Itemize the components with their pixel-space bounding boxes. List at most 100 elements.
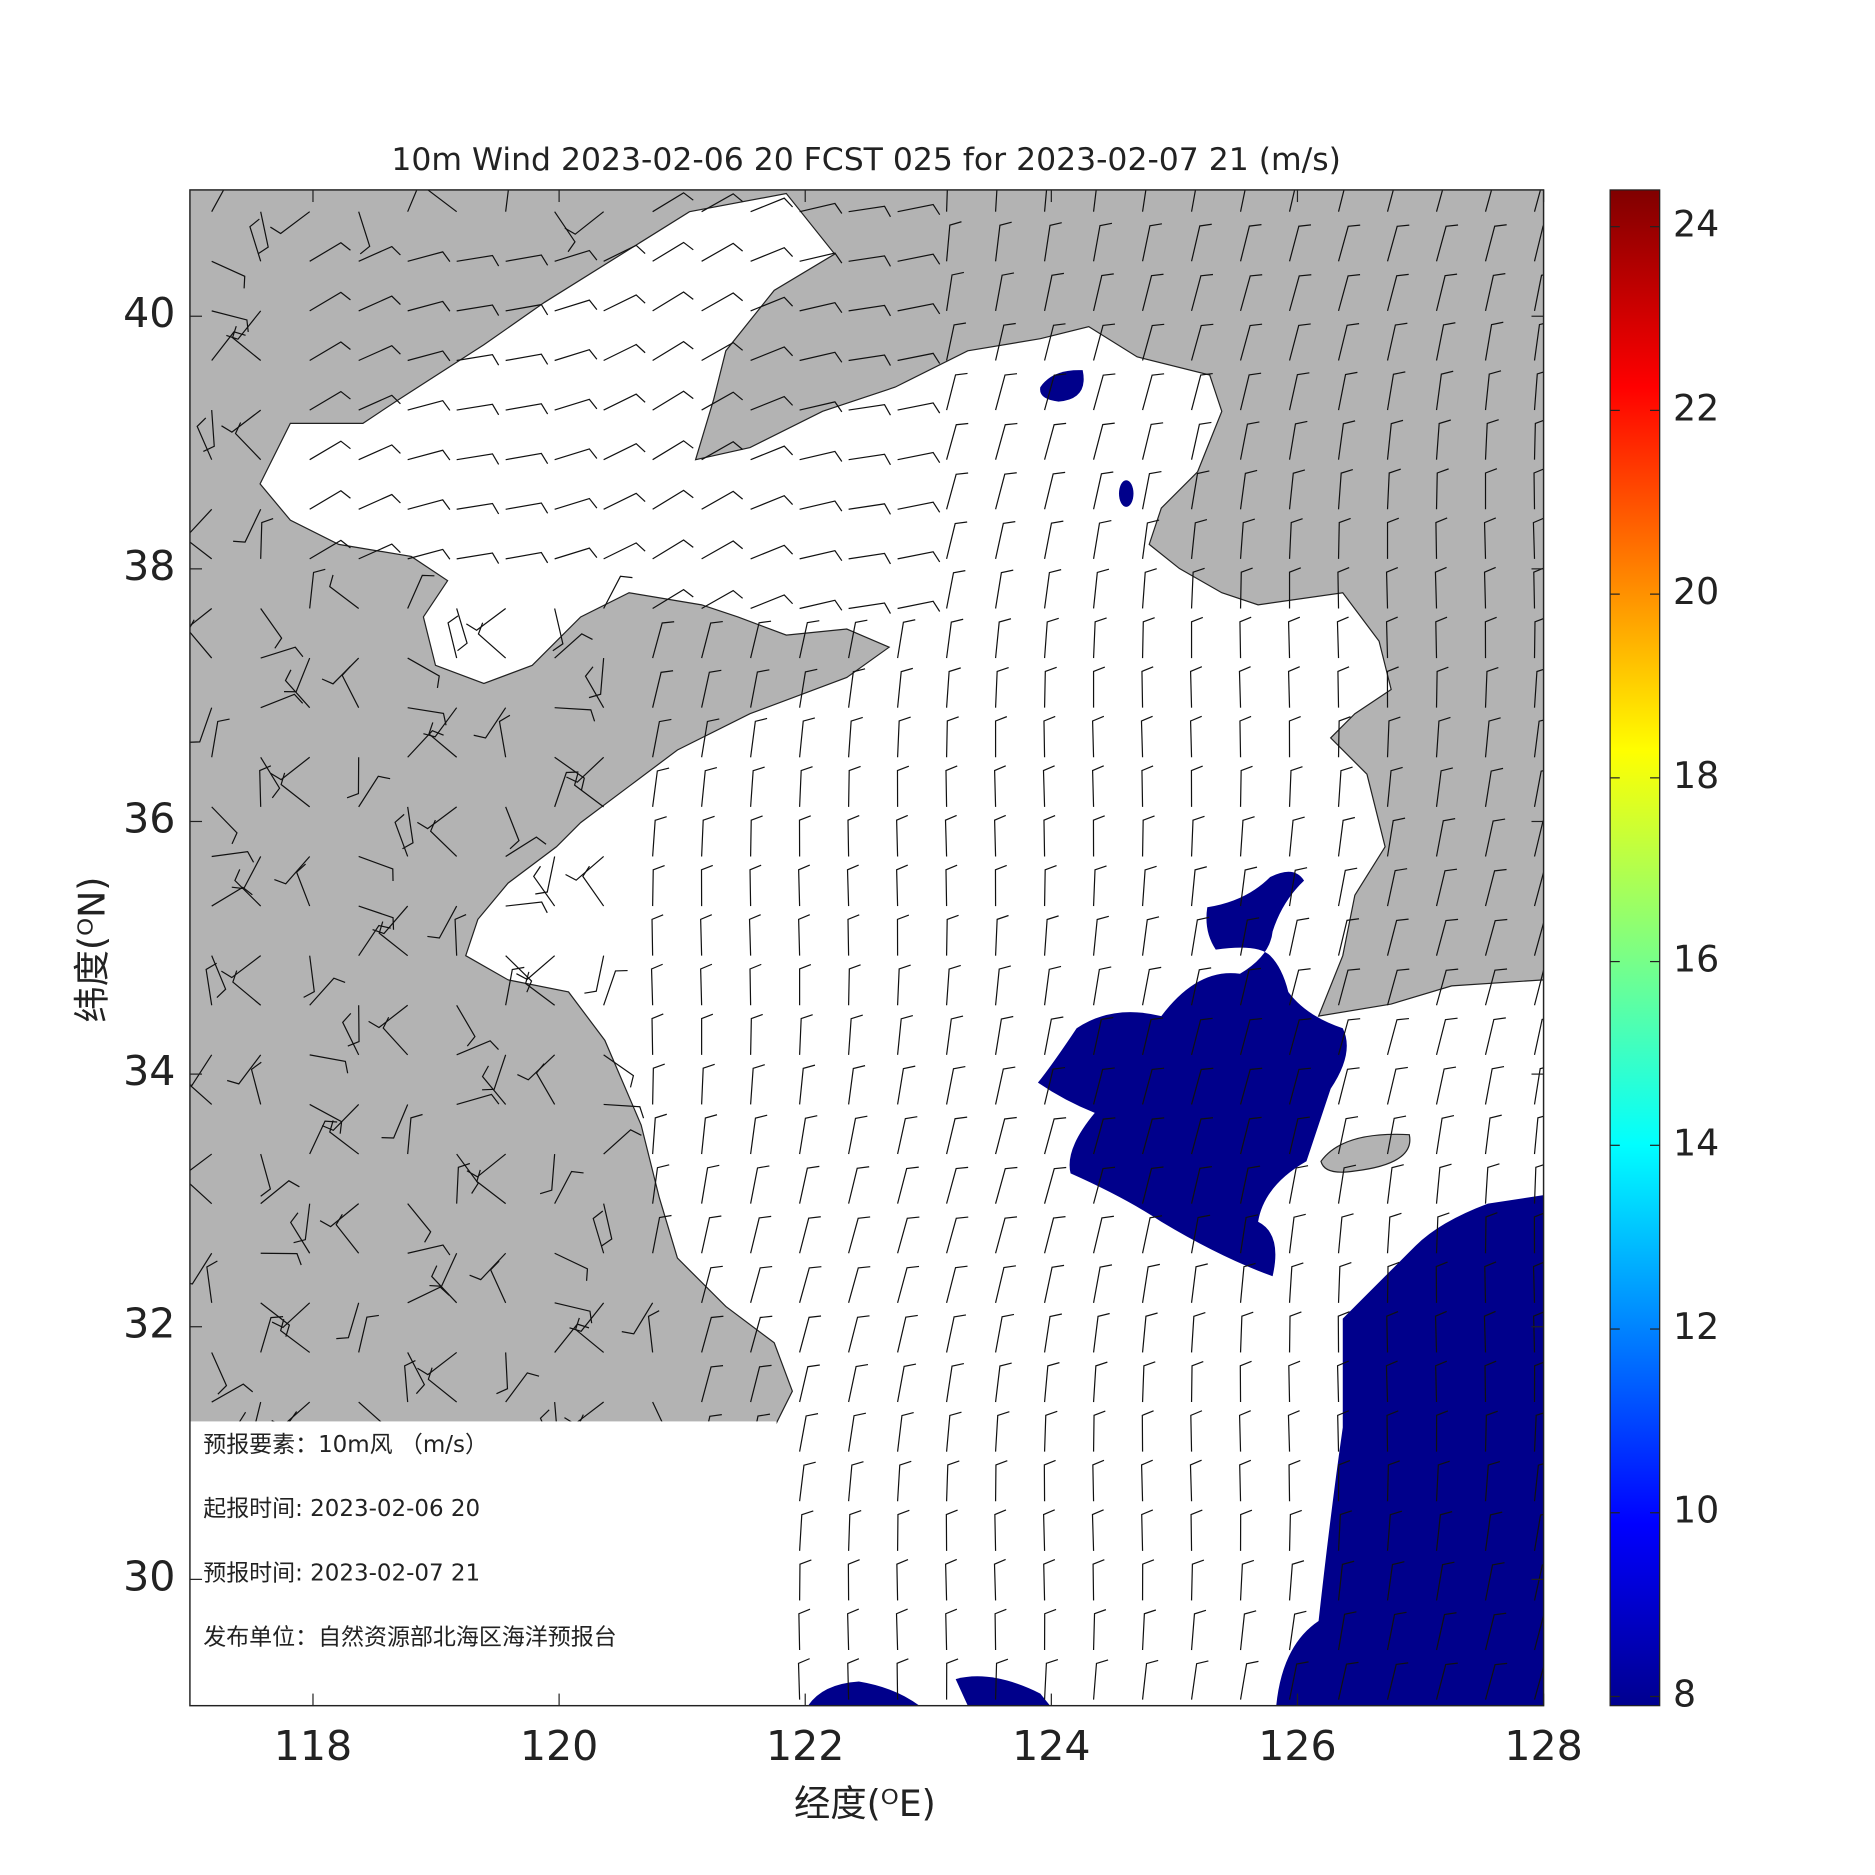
wind-barb bbox=[358, 775, 391, 808]
wind-barb bbox=[896, 716, 911, 758]
wind-barb bbox=[417, 1351, 458, 1376]
wind-barb bbox=[1435, 322, 1456, 361]
wind-barb bbox=[270, 756, 311, 781]
wind-barb bbox=[897, 501, 941, 513]
wind-barb bbox=[993, 1558, 1006, 1601]
wind-barb bbox=[1434, 1310, 1447, 1353]
wind-barb bbox=[750, 495, 794, 510]
wind-barb bbox=[1337, 1213, 1354, 1254]
wind-barb bbox=[1337, 371, 1358, 411]
wind-barb bbox=[897, 303, 941, 315]
wind-barb bbox=[1091, 1509, 1104, 1551]
wind-barb bbox=[1239, 421, 1260, 460]
wind-barb bbox=[946, 472, 969, 510]
wind-barb bbox=[1043, 422, 1067, 460]
wind-barb bbox=[309, 1054, 349, 1074]
wind-barb bbox=[1141, 1410, 1154, 1452]
wind-barb bbox=[848, 453, 891, 466]
wind-barb bbox=[1092, 666, 1106, 708]
wind-barb bbox=[554, 448, 598, 461]
wind-barb bbox=[798, 815, 811, 857]
wind-barb bbox=[946, 422, 969, 460]
wind-barb bbox=[1483, 1310, 1496, 1353]
wind-barb bbox=[1141, 666, 1154, 708]
wind-barb bbox=[946, 1116, 968, 1155]
wind-barb bbox=[1239, 189, 1246, 212]
wind-barb bbox=[799, 401, 843, 413]
wind-barb bbox=[505, 806, 520, 850]
wind-barb bbox=[945, 1362, 965, 1403]
wind-barb bbox=[1385, 567, 1399, 609]
wind-barb bbox=[407, 1244, 451, 1256]
wind-barb bbox=[407, 729, 444, 758]
wind-barb bbox=[505, 452, 549, 464]
wind-barb bbox=[1533, 969, 1544, 1006]
wind-barb bbox=[407, 499, 451, 511]
wind-barb bbox=[650, 963, 663, 1006]
wind-barb bbox=[701, 490, 744, 510]
wind-barb bbox=[1288, 224, 1312, 262]
wind-barb bbox=[279, 1318, 311, 1353]
wind-barb bbox=[1043, 272, 1065, 312]
wind-barb bbox=[476, 1169, 507, 1205]
wind-barb bbox=[1092, 915, 1109, 956]
wind-barb bbox=[505, 836, 547, 857]
wind-barb bbox=[1435, 716, 1451, 758]
wind-barb bbox=[1190, 323, 1214, 361]
wind-barb bbox=[1043, 1558, 1056, 1601]
wind-barb bbox=[1483, 566, 1496, 609]
colorbar-tick-label: 10 bbox=[1673, 1489, 1719, 1532]
wind-barb bbox=[750, 766, 765, 807]
wind-barb bbox=[1239, 1459, 1252, 1502]
wind-barb bbox=[848, 1065, 866, 1105]
wind-barb bbox=[750, 620, 772, 659]
wind-barb bbox=[1190, 1067, 1214, 1105]
wind-barb bbox=[1337, 918, 1360, 956]
wind-barb bbox=[652, 718, 672, 758]
wind-barb bbox=[1190, 470, 1210, 510]
wind-barb bbox=[335, 1213, 360, 1254]
wind-barb bbox=[1435, 1612, 1457, 1651]
wind-barb bbox=[309, 390, 351, 411]
wind-barb bbox=[1288, 816, 1305, 857]
wind-barb bbox=[1435, 517, 1448, 559]
wind-barb bbox=[1190, 1559, 1205, 1601]
wind-barb bbox=[896, 914, 910, 956]
wind-barb bbox=[477, 622, 507, 659]
wind-barb bbox=[848, 503, 891, 515]
wind-barb bbox=[652, 440, 694, 461]
wind-barb bbox=[1239, 1262, 1256, 1303]
wind-barb bbox=[848, 1166, 870, 1204]
wind-barb bbox=[554, 771, 579, 808]
wind-barb bbox=[1239, 567, 1253, 609]
wind-barb bbox=[1288, 766, 1303, 807]
wind-barb bbox=[847, 815, 860, 857]
wind-barb bbox=[1533, 1463, 1544, 1502]
wind-barb bbox=[554, 707, 596, 722]
wind-barb bbox=[1092, 1264, 1113, 1303]
wind-barb bbox=[603, 442, 646, 461]
wind-barb bbox=[848, 403, 891, 416]
wind-barb bbox=[588, 658, 605, 699]
info-box bbox=[189, 1421, 777, 1706]
wind-barb bbox=[260, 646, 304, 659]
wind-barb bbox=[319, 1203, 360, 1228]
wind-barb bbox=[1092, 189, 1097, 212]
wind-barb bbox=[454, 913, 467, 956]
wind-barb bbox=[284, 669, 311, 709]
wind-barb bbox=[1484, 767, 1504, 807]
wind-barb bbox=[993, 765, 1006, 807]
wind-barb bbox=[897, 203, 941, 216]
wind-barb bbox=[505, 966, 525, 1006]
wind-barb bbox=[1239, 917, 1260, 956]
wind-barb bbox=[848, 552, 891, 565]
wind-barb bbox=[621, 1302, 654, 1335]
wind-barb bbox=[896, 964, 911, 1006]
y-tick-label: 40 bbox=[123, 289, 175, 337]
wind-barb bbox=[407, 251, 451, 263]
wind-barb bbox=[564, 211, 605, 235]
wind-barb bbox=[554, 249, 598, 262]
wind-barb bbox=[309, 539, 351, 560]
wind-barb bbox=[456, 254, 500, 267]
wind-barb bbox=[603, 244, 646, 262]
